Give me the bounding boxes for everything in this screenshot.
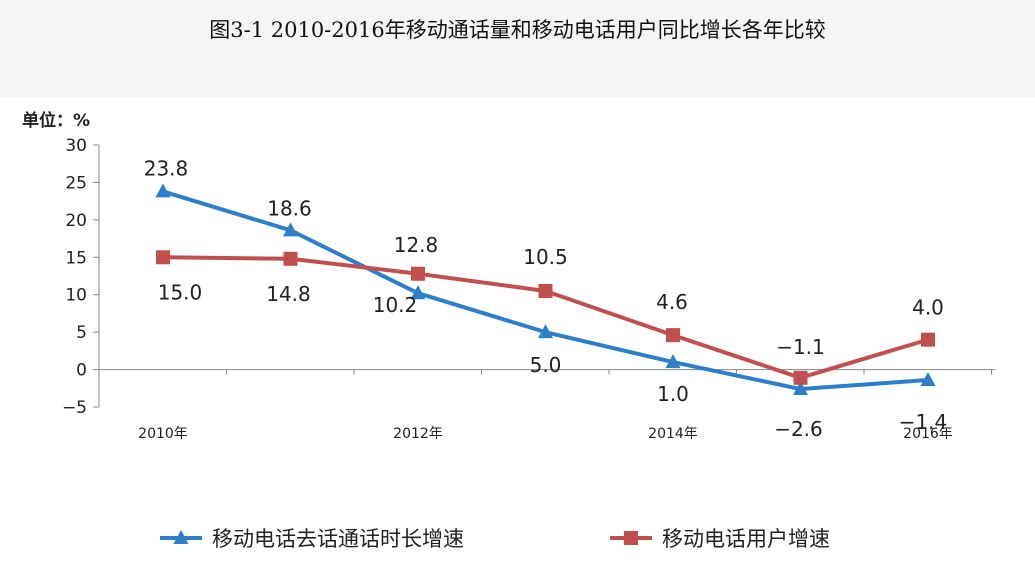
y-tick-label: 0 (76, 361, 87, 381)
y-tick-label: 30 (65, 136, 87, 156)
data-label: 4.6 (656, 290, 688, 314)
legend-marker-triangle (173, 530, 189, 544)
x-tick-label: 2010年 (138, 426, 188, 442)
data-point-square (793, 370, 808, 385)
data-point-triangle (793, 381, 808, 396)
legend-label: 移动电话去话通话时长增速 (212, 527, 464, 551)
data-label: −1.4 (899, 410, 948, 434)
y-tick-label: 20 (65, 211, 87, 231)
data-point-square (411, 266, 425, 281)
data-label: 10.2 (373, 293, 418, 317)
data-label: −2.6 (774, 417, 823, 441)
y-tick-label: 5 (76, 323, 87, 343)
x-tick-label: 2016年 (903, 426, 953, 442)
data-label: 15.0 (158, 280, 203, 304)
data-label: 1.0 (657, 382, 689, 406)
data-point-triangle (283, 222, 298, 237)
data-label: 18.6 (267, 196, 312, 220)
data-label: 10.5 (523, 245, 568, 269)
y-tick-label: 15 (65, 248, 87, 268)
y-tick-label: 10 (65, 286, 87, 306)
data-label: −1.1 (776, 335, 825, 359)
data-point-square (283, 251, 298, 266)
data-point-triangle (920, 372, 936, 387)
series-layer (155, 183, 936, 396)
y-tick-label: −5 (62, 398, 87, 418)
caption-band (0, 0, 1035, 97)
data-point-square (156, 250, 170, 265)
data-labels: 23.8 18.6 10.2 5.0 1.0 −2.6 −1.4 15.0 14.8 12.8 10… (144, 156, 948, 441)
data-point-triangle (155, 183, 171, 198)
legend[interactable]: 移动电话去话通话时长增速 移动电话用户增速 (160, 527, 830, 551)
data-label: 14.8 (266, 282, 311, 306)
unit-label: 单位：% (22, 110, 90, 131)
legend-label: 移动电话用户增速 (662, 527, 830, 551)
x-tick-label: 2014年 (648, 426, 698, 442)
data-point-triangle (538, 324, 553, 339)
data-point-square (921, 332, 935, 347)
x-tick-label: 2012年 (393, 426, 443, 442)
data-point-square (666, 328, 680, 343)
data-label: 23.8 (144, 156, 189, 180)
data-point-square (538, 283, 553, 298)
data-point-triangle (665, 354, 681, 369)
data-label: 4.0 (912, 296, 944, 320)
figure-caption: 图3-1 2010-2016年移动通话量和移动电话用户同比增长各年比较 (209, 18, 826, 42)
axes: 30 25 20 15 10 5 0 −5 2010年 2012年 2014年 2016年 (62, 136, 995, 442)
data-label: 12.8 (394, 233, 439, 257)
legend-marker-square (624, 531, 638, 545)
y-tick-label: 25 (65, 173, 87, 193)
data-label: 5.0 (530, 353, 562, 377)
data-point-triangle (410, 285, 426, 300)
